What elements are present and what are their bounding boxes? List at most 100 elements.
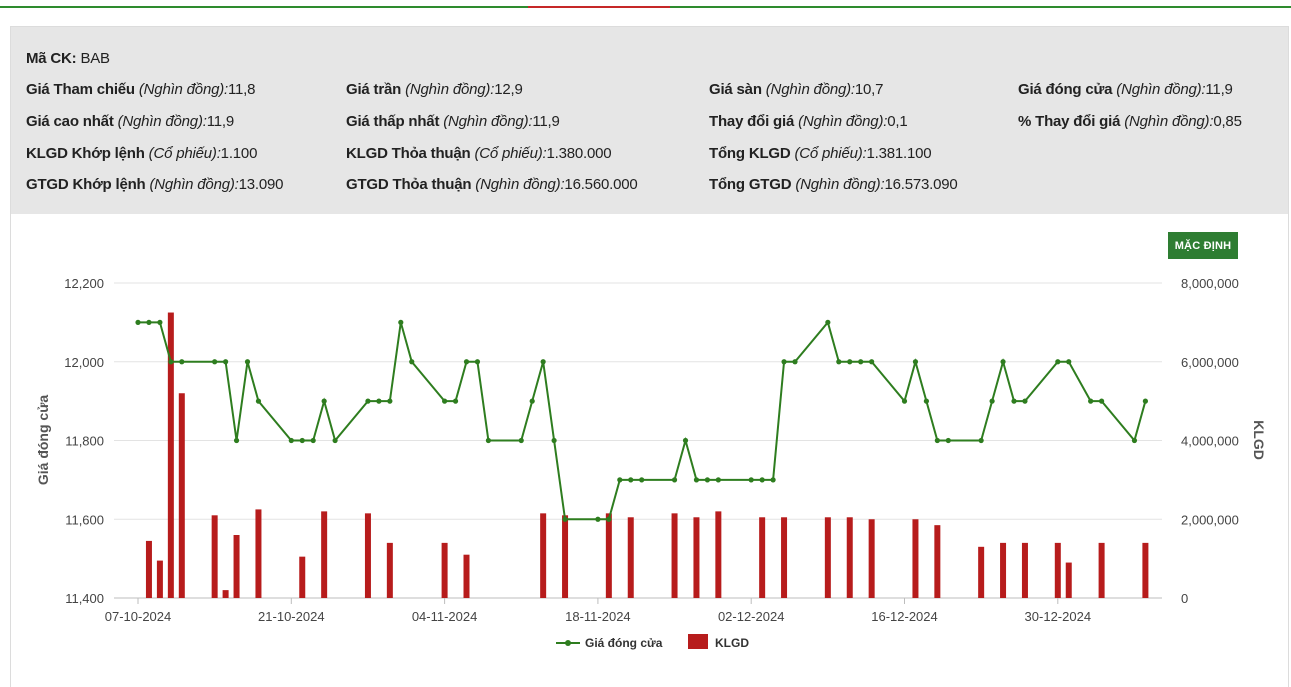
info-value: 0,1 [887,113,908,130]
volume-bar [321,511,328,598]
info-unit: (Nghìn đồng): [765,81,855,98]
price-point [978,437,984,444]
stock-code-row: Mã CK: BAB [26,49,110,69]
volume-bar [627,517,634,598]
price-point [1011,398,1017,404]
y2-tick-label: 8,000,000 [1181,276,1239,291]
info-unit: (Nghìn đồng): [443,113,533,130]
volume-bar [846,517,853,598]
volume-bar [1142,542,1149,598]
price-line [138,320,1147,521]
price-point [168,359,174,365]
stock-info-item: Giá cao nhất (Nghìn đồng):11,9 [26,112,234,132]
info-unit: (Cổ phiếu): [794,145,867,162]
price-point [704,477,711,483]
info-label: Giá thấp nhất [346,113,440,130]
info-unit: (Nghìn đồng): [149,176,239,193]
legend-label-volume: KLGD [715,636,749,650]
volume-bar [824,517,831,598]
price-point [934,437,940,444]
info-value: 11,9 [532,113,560,130]
price-point [836,359,842,365]
price-point [1055,359,1061,365]
info-label: Giá Tham chiếu [26,81,135,98]
price-point [442,398,448,404]
volume-bar [759,517,766,598]
volume-bar [562,515,569,598]
price-point [1131,437,1138,444]
info-value: 11,9 [1205,81,1233,98]
volume-bar [1065,562,1072,598]
price-point [912,359,919,365]
volume-bar [540,513,547,598]
price-point [617,477,623,483]
price-point [595,516,601,522]
price-point [606,516,612,522]
price-point [135,319,141,325]
info-unit: (Nghìn đồng): [405,81,495,98]
top-active-tab-indicator [528,6,670,8]
price-point [485,437,491,444]
price-point [212,359,218,365]
info-label: Giá đóng cửa [1018,81,1113,98]
price-point [693,477,700,483]
price-point [1142,398,1148,404]
price-point [540,359,546,365]
volume-bar [299,556,306,598]
stock-info-item: Tổng KLGD (Cổ phiếu):1.381.100 [709,144,932,164]
price-point [682,437,689,444]
x-tick-label: 07-10-2024 [105,609,172,624]
volume-bar [715,511,722,598]
price-point [715,477,721,483]
stock-info-item: KLGD Thỏa thuận (Cổ phiếu):1.380.000 [346,144,612,164]
stock-info-item: KLGD Khớp lệnh (Cổ phiếu):1.100 [26,144,257,164]
stock-info-item: Giá Tham chiếu (Nghìn đồng):11,8 [26,80,255,100]
info-value: 1.380.000 [546,145,612,162]
default-view-button[interactable]: MẶC ĐỊNH [1168,232,1238,259]
price-point [255,398,262,404]
volume-bar [145,540,152,598]
volume-bar [1021,542,1028,598]
price-point [1099,398,1105,404]
volume-bar [156,560,163,598]
price-point [628,477,634,483]
price-point [233,437,240,444]
volume-bar [441,542,448,598]
info-unit: (Cổ phiếu): [148,145,221,162]
info-unit: (Nghìn đồng): [475,176,565,193]
info-unit: (Nghìn đồng): [798,113,888,130]
y-tick-label: 12,200 [64,276,104,291]
stock-info-item: GTGD Thỏa thuận (Nghìn đồng):16.560.000 [346,175,638,195]
price-point [452,398,459,404]
x-tick-label: 18-11-2024 [565,609,631,624]
info-label: GTGD Thỏa thuận [346,176,472,193]
price-point [365,398,371,404]
info-label: Giá trần [346,81,402,98]
price-point [671,477,678,483]
info-value: 10,7 [854,81,884,98]
info-unit: (Nghìn đồng): [138,81,228,98]
price-point [825,319,831,325]
volume-bar [978,546,985,598]
volume-bar [1098,542,1105,598]
info-label: Giá cao nhất [26,113,114,130]
volume-bar [934,525,941,598]
price-point [901,398,908,404]
price-point [1066,359,1072,365]
info-label: Tổng GTGD [709,176,792,193]
info-value: 1.381.100 [866,145,932,162]
stock-info-item: % Thay đổi giá (Nghìn đồng):0,85 [1018,112,1242,132]
price-point [858,359,864,365]
y-tick-label: 11,600 [65,512,104,527]
stock-info-item: Giá trần (Nghìn đồng):12,9 [346,80,523,100]
price-point [551,437,557,444]
price-point [759,477,765,483]
y2-tick-label: 6,000,000 [1181,355,1239,370]
info-value: 12,9 [494,81,523,98]
price-point [989,398,995,404]
y2-tick-label: 4,000,000 [1181,434,1239,449]
x-tick-label: 21-10-2024 [258,609,325,624]
info-label: KLGD Thỏa thuận [346,145,471,162]
price-point [409,359,415,365]
